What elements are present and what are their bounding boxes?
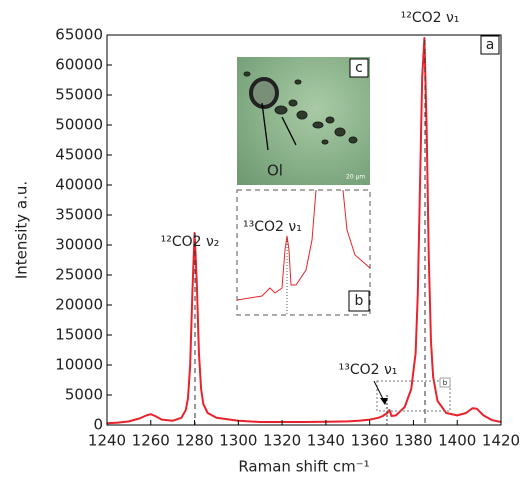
x-tick-label: 1260 (132, 432, 170, 450)
arrow (281, 116, 297, 146)
y-tick-label: 25000 (55, 266, 103, 284)
label-box (349, 58, 369, 78)
x-tick-label: 1360 (351, 432, 389, 450)
annotation: ¹³CO2 ν₁ (243, 219, 302, 235)
x-tick-label: 1400 (438, 432, 476, 450)
x-tick-label: 1280 (175, 432, 213, 450)
y-tick-label: 40000 (55, 176, 103, 194)
inclusions (243, 71, 358, 145)
x-tick-label: 1240 (88, 432, 126, 450)
y-tick-label: 0 (93, 416, 103, 434)
annotation: a (486, 37, 495, 53)
annotation: Ol (267, 162, 283, 180)
arrow (261, 102, 269, 151)
annotation: ¹³CO2 ν₁ (339, 362, 398, 378)
y-tick-label: 55000 (55, 86, 103, 104)
annotation: ¹²CO2 ν₁ (401, 10, 460, 26)
spectrum-line (106, 37, 502, 425)
zoom-box (376, 380, 451, 412)
annotation: c (355, 60, 363, 76)
zoom-box-tag (439, 377, 451, 388)
x-tick-label: 1380 (394, 432, 432, 450)
y-tick-label: 35000 (55, 206, 103, 224)
arrowhead (380, 398, 388, 405)
inset (236, 189, 371, 316)
annotation: 20 μm (346, 174, 365, 181)
y-tick-label: 30000 (55, 236, 103, 254)
y-axis-label: Intensity a.u. (13, 181, 31, 279)
inset-curve (236, 189, 371, 301)
y-tick-label: 65000 (55, 26, 103, 44)
plot-frame (106, 34, 502, 426)
x-tick-label: 1420 (482, 432, 520, 450)
annotation: b (443, 379, 448, 387)
label-box (480, 35, 500, 55)
y-tick-label: 5000 (65, 386, 103, 404)
y-tick-label: 20000 (55, 296, 103, 314)
y-tick-label: 45000 (55, 146, 103, 164)
y-tick-label: 60000 (55, 56, 103, 74)
y-tick-label: 50000 (55, 116, 103, 134)
x-axis-label: Raman shift cm⁻¹ (238, 458, 369, 476)
x-tick-label: 1300 (219, 432, 257, 450)
annotation: b (355, 293, 364, 309)
annotation: ¹²CO2 ν₂ (161, 234, 220, 250)
x-tick-label: 1340 (307, 432, 345, 450)
x-tick-label: 1320 (263, 432, 301, 450)
label-box (348, 290, 370, 312)
y-tick-label: 15000 (55, 326, 103, 344)
y-tick-label: 10000 (55, 356, 103, 374)
